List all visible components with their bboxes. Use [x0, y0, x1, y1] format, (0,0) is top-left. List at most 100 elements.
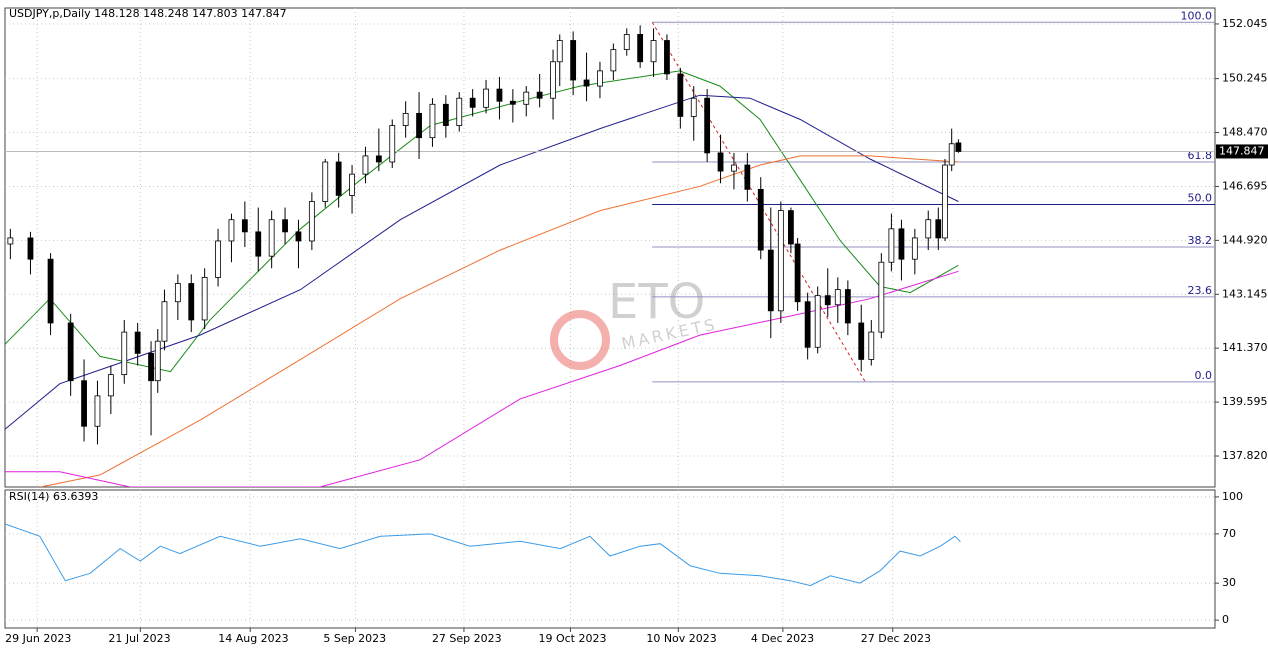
candle-body — [241, 219, 248, 233]
candle-body — [483, 88, 489, 108]
candle-body — [469, 97, 476, 108]
candle-body — [201, 277, 208, 321]
candle-body — [335, 161, 342, 196]
candle-body — [814, 295, 821, 348]
moving-average — [40, 155, 959, 487]
candle-body — [67, 322, 74, 382]
x-tick-label: 4 Dec 2023 — [751, 632, 814, 645]
fib-label: 50.0 — [1188, 192, 1213, 205]
chart-title: USDJPY,p,Daily 148.128 148.248 147.803 1… — [9, 7, 287, 20]
candle-body — [844, 289, 851, 324]
candle-body — [523, 91, 530, 105]
candle-body — [858, 322, 865, 360]
candle-body — [536, 91, 543, 99]
candle-body — [268, 219, 275, 257]
candle-body — [767, 249, 774, 312]
candle-body — [349, 173, 355, 196]
x-tick-label: 14 Aug 2023 — [218, 632, 288, 645]
candle-body — [509, 100, 516, 105]
y-tick-label: 139.595 — [1222, 395, 1268, 408]
moving-average — [5, 94, 959, 430]
candle-body — [295, 231, 302, 242]
candle-body — [402, 112, 409, 126]
candle-body — [550, 61, 556, 99]
candle-body — [610, 49, 617, 72]
x-tick-label: 19 Oct 2023 — [538, 632, 606, 645]
y-tick-label: 148.470 — [1222, 126, 1268, 139]
candle-body — [757, 188, 764, 251]
x-tick-label: 21 Jul 2023 — [108, 632, 170, 645]
candle-body — [154, 340, 161, 382]
candle-body — [878, 261, 885, 333]
candle-body — [228, 219, 235, 242]
rsi-line — [5, 523, 961, 587]
candle-body — [787, 210, 794, 245]
y-tick-label: 0 — [1222, 613, 1229, 626]
y-tick-label: 137.820 — [1222, 449, 1268, 462]
last-price-label: 147.847 — [1219, 144, 1265, 157]
candle-body — [704, 97, 711, 154]
y-tick-label: 100 — [1222, 490, 1243, 503]
candle-body — [690, 97, 697, 117]
candle-body — [898, 228, 905, 260]
y-tick-label: 143.145 — [1222, 287, 1268, 300]
candle-body — [834, 289, 841, 306]
fib-trend-line — [651, 22, 866, 383]
candle-body — [188, 283, 195, 321]
x-tick-label: 29 Jun 2023 — [5, 632, 71, 645]
candle-body — [570, 40, 577, 81]
candle-body — [429, 103, 436, 139]
candle-body — [935, 219, 942, 239]
candle-body — [804, 301, 811, 348]
candle-body — [161, 301, 168, 342]
fib-label: 23.6 — [1188, 284, 1213, 297]
candle-body — [637, 34, 644, 63]
candle-body — [794, 243, 801, 303]
candle-body — [107, 374, 114, 397]
candle-body — [677, 73, 684, 117]
candle-body — [623, 34, 630, 51]
candle-body — [174, 283, 181, 303]
candle-body — [868, 331, 875, 360]
fib-label: 61.8 — [1188, 149, 1213, 162]
candle-body — [731, 164, 737, 172]
x-tick-label: 5 Sep 2023 — [323, 632, 386, 645]
candle-body — [308, 201, 315, 242]
candle-body — [416, 112, 422, 139]
rsi-panel — [4, 489, 1216, 629]
rsi-title: RSI(14) 63.6393 — [9, 490, 98, 503]
candle-body — [650, 40, 657, 63]
y-tick-label: 152.045 — [1222, 17, 1268, 30]
axes: 152.045 150.245 148.470 146.695 144.920 143.1… — [5, 17, 1268, 645]
candle-body — [942, 164, 948, 239]
candle-body — [121, 331, 128, 376]
y-tick-label: 150.245 — [1222, 72, 1268, 85]
fib-label: 38.2 — [1188, 234, 1213, 247]
candle-body — [282, 219, 288, 233]
candle-body — [389, 125, 396, 163]
candle-body — [948, 143, 955, 166]
candle-body — [583, 79, 590, 87]
rsi-plot — [5, 490, 1215, 628]
y-tick-label: 70 — [1222, 527, 1236, 540]
watermark-text: ETO — [608, 274, 705, 330]
y-tick-label: 146.695 — [1222, 179, 1268, 192]
candle-body — [597, 70, 603, 87]
watermark-logo — [550, 310, 610, 370]
candle-body — [456, 97, 463, 126]
candle-body — [925, 219, 932, 239]
fib-label: 0.0 — [1195, 369, 1213, 382]
candle-body — [322, 161, 329, 202]
x-tick-label: 10 Nov 2023 — [646, 632, 716, 645]
x-tick-label: 27 Sep 2023 — [432, 632, 502, 645]
candle-body — [375, 155, 382, 163]
candle-body — [134, 331, 141, 354]
candle-body — [777, 210, 784, 312]
candle-body — [888, 228, 895, 263]
candle-body — [7, 237, 14, 245]
candle-body — [955, 142, 962, 152]
candle-body — [911, 237, 918, 260]
